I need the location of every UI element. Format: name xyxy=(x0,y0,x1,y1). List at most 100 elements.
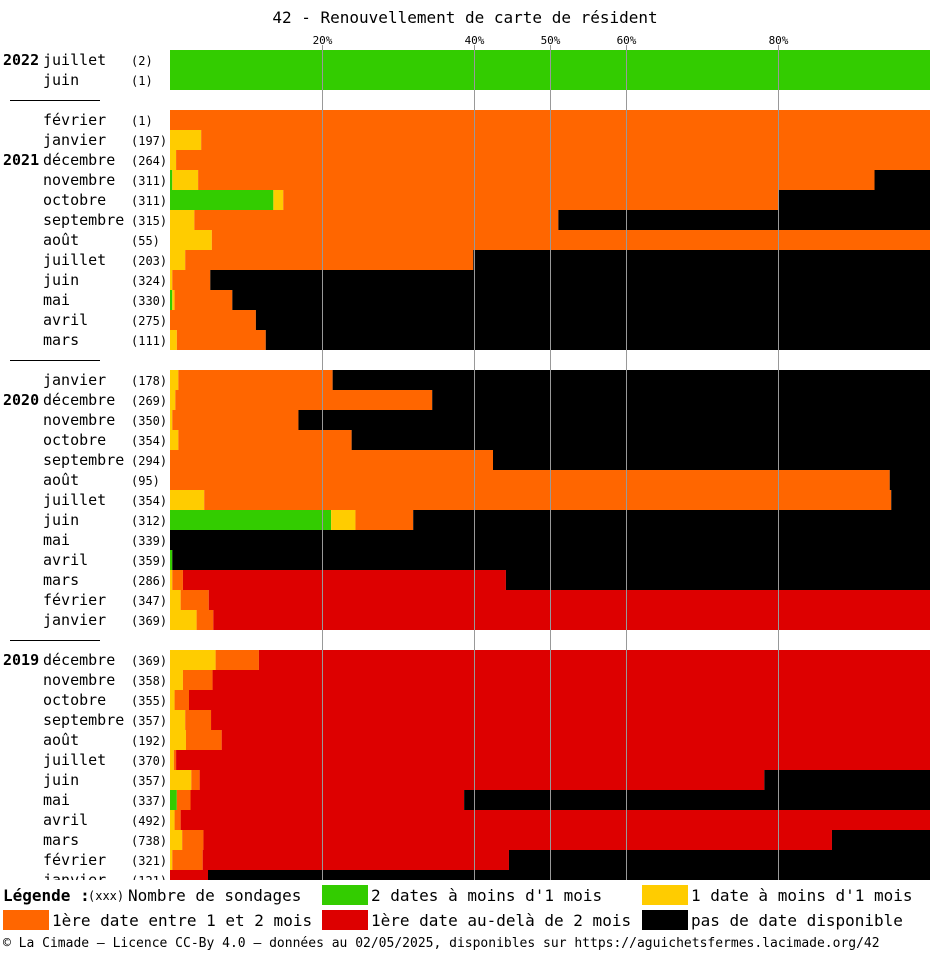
bar-segment-s1 xyxy=(170,430,179,450)
year-label: 2022 xyxy=(3,51,39,69)
count-label: (359) xyxy=(131,554,167,568)
bar-segment-o xyxy=(178,430,352,450)
bar-segment-k xyxy=(351,430,930,450)
bar-segment-r xyxy=(170,870,208,880)
bar-segment-s2 xyxy=(170,790,177,810)
month-label: mars xyxy=(43,331,79,349)
bar-segment-k xyxy=(210,270,930,290)
bar-segment-o xyxy=(170,310,256,330)
bar-segment-k xyxy=(298,410,930,430)
month-label: mai xyxy=(43,291,70,309)
bar-segment-s1 xyxy=(331,510,356,530)
bar-segment-o xyxy=(174,290,233,310)
month-label: janvier xyxy=(43,131,106,149)
bar-segment-o xyxy=(176,150,930,170)
bar-segment-o xyxy=(211,230,930,250)
month-label: septembre xyxy=(43,711,124,729)
bar-segment-s1 xyxy=(170,570,173,590)
month-label: décembre xyxy=(43,391,115,409)
bar-segment-o xyxy=(170,470,890,490)
count-label: (1) xyxy=(131,74,153,88)
x-tick-label: 80% xyxy=(769,34,789,47)
month-label: mars xyxy=(43,571,79,589)
bar-segment-o xyxy=(170,450,493,470)
bar-segment-o xyxy=(355,510,414,530)
bar-segment-s1 xyxy=(170,710,186,730)
count-label: (350) xyxy=(131,414,167,428)
count-label: (178) xyxy=(131,374,167,388)
bar-segment-s2 xyxy=(170,190,274,210)
month-label: avril xyxy=(43,811,88,829)
month-label: juin xyxy=(43,271,79,289)
bar-segment-o xyxy=(182,670,213,690)
month-label: février xyxy=(43,111,106,129)
bar-segment-o xyxy=(180,590,209,610)
bar-segment-r xyxy=(212,670,930,690)
bar-segment-k xyxy=(889,470,930,490)
bar-segment-s1 xyxy=(170,410,173,430)
bar-segment-r xyxy=(182,570,506,590)
month-label: décembre xyxy=(43,651,115,669)
month-label: juillet xyxy=(43,491,106,509)
bar-segment-k xyxy=(464,790,930,810)
bar-segment-r xyxy=(176,750,930,770)
bar-segment-o xyxy=(178,370,333,390)
bar-segment-k xyxy=(413,510,930,530)
bar-segment-o xyxy=(182,830,204,850)
bar-segment-o xyxy=(174,690,189,710)
bar-segment-s1 xyxy=(170,850,173,870)
bar-segment-k xyxy=(255,310,930,330)
bar-segment-o xyxy=(198,170,875,190)
month-label: mars xyxy=(43,831,79,849)
bar-segment-k xyxy=(208,870,930,880)
bar-segment-o xyxy=(176,330,266,350)
bar-segment-r xyxy=(199,770,765,790)
month-label: octobre xyxy=(43,431,106,449)
bar-segment-s1 xyxy=(170,730,186,750)
bar-segment-s1 xyxy=(170,130,202,150)
bar-segment-s1 xyxy=(170,150,177,170)
count-label: (369) xyxy=(131,654,167,668)
footer-credits: © La Cimade – Licence CC-By 4.0 – donnée… xyxy=(3,936,880,951)
count-label: (294) xyxy=(131,454,167,468)
month-label: juin xyxy=(43,771,79,789)
bar-segment-s1 xyxy=(273,190,284,210)
count-label: (312) xyxy=(131,514,167,528)
bar-segment-o xyxy=(185,250,474,270)
legend-swatch-beyond-two-months xyxy=(322,910,368,930)
count-label: (337) xyxy=(131,794,167,808)
count-label: (324) xyxy=(131,274,167,288)
count-label: (321) xyxy=(131,854,167,868)
bar-segment-r xyxy=(211,710,930,730)
bar-segment-k xyxy=(493,450,930,470)
count-label: (111) xyxy=(131,334,167,348)
bar-segment-s1 xyxy=(172,170,199,190)
bar-segment-r xyxy=(190,790,465,810)
bar-segment-r xyxy=(202,850,509,870)
bar-segment-o xyxy=(283,190,778,210)
count-label: (492) xyxy=(131,814,167,828)
count-label: (358) xyxy=(131,674,167,688)
bar-segment-o xyxy=(172,850,203,870)
month-label: août xyxy=(43,731,79,749)
bar-segment-o xyxy=(194,210,559,230)
bar-segment-r xyxy=(258,650,930,670)
bar-segment-o xyxy=(215,650,259,670)
bar-segment-s1 xyxy=(170,810,175,830)
bar-segment-k xyxy=(558,210,930,230)
year-label: 2019 xyxy=(3,651,39,669)
bar-segment-k xyxy=(332,370,930,390)
month-label: novembre xyxy=(43,171,115,189)
legend-swatch-no-date xyxy=(642,910,688,930)
count-label: (269) xyxy=(131,394,167,408)
bar-segment-s1 xyxy=(170,390,176,410)
x-tick-label: 20% xyxy=(313,34,333,47)
month-label: octobre xyxy=(43,691,106,709)
bar-segment-s1 xyxy=(170,230,212,250)
bar-segment-k xyxy=(508,850,930,870)
bar-segment-k xyxy=(265,330,930,350)
legend-count-label: Nombre de sondages xyxy=(128,886,302,905)
month-label: mai xyxy=(43,791,70,809)
bar-segment-r xyxy=(221,730,930,750)
